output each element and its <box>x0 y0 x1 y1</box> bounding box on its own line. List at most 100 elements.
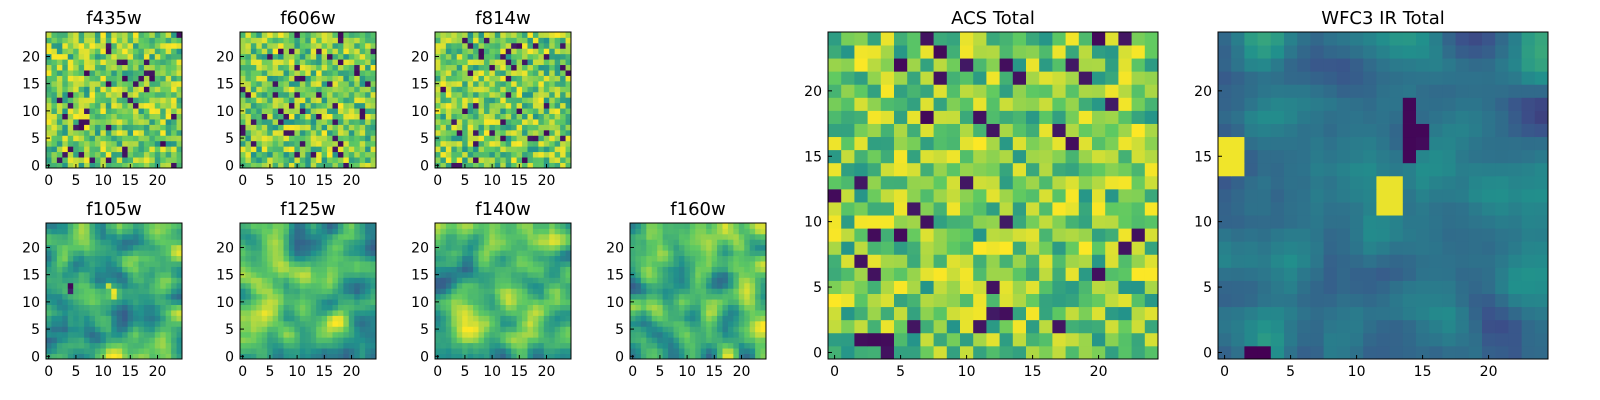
heatmap-cell <box>456 310 463 316</box>
heatmap-cell <box>651 277 658 284</box>
heatmap-cell <box>749 223 756 229</box>
heatmap-cell <box>84 97 90 104</box>
heatmap-cell <box>299 228 306 235</box>
y-tick-label: 15 <box>22 77 40 93</box>
heatmap-cell <box>305 146 312 153</box>
heatmap-cell <box>532 48 539 55</box>
heatmap-cell <box>467 102 474 109</box>
heatmap-cell <box>467 250 474 257</box>
heatmap-cell <box>684 233 691 240</box>
heatmap-cell <box>365 119 371 125</box>
heatmap-cell <box>370 348 377 354</box>
heatmap-cell <box>543 119 550 125</box>
heatmap-cell <box>267 223 274 229</box>
heatmap-cell <box>250 266 257 273</box>
heatmap-cell <box>283 124 290 131</box>
heatmap-cell <box>494 244 501 251</box>
heatmap-cell <box>646 326 653 333</box>
heatmap-cell <box>727 326 734 333</box>
heatmap-cell <box>554 331 561 338</box>
heatmap-cell <box>1039 293 1053 308</box>
heatmap-cell <box>451 277 458 284</box>
heatmap-cell <box>494 64 501 71</box>
heatmap-cell <box>305 271 312 278</box>
heatmap-cell <box>549 299 556 305</box>
heatmap-cell <box>245 53 252 60</box>
heatmap-cell <box>494 288 501 295</box>
heatmap-cell <box>332 32 339 38</box>
panel-title: f140w <box>475 199 530 220</box>
heatmap-cell <box>445 261 452 267</box>
heatmap-cell <box>657 250 664 257</box>
heatmap-cell <box>828 241 842 255</box>
heatmap-cell <box>348 113 355 120</box>
heatmap-cell <box>89 288 96 295</box>
heatmap-cell <box>684 348 691 354</box>
heatmap-cell <box>1078 293 1093 308</box>
heatmap-cell <box>841 293 855 308</box>
heatmap-cell <box>365 261 371 267</box>
heatmap-cell <box>1012 293 1027 308</box>
heatmap-cell <box>828 175 842 190</box>
heatmap-cell <box>1012 202 1027 216</box>
heatmap-cell <box>299 239 306 246</box>
heatmap-cell <box>337 228 344 235</box>
heatmap-cell <box>332 348 339 354</box>
heatmap-cell <box>171 102 177 109</box>
heatmap-cell <box>348 86 355 93</box>
heatmap-cell <box>316 348 322 354</box>
heatmap-cell <box>56 315 63 322</box>
heatmap-cell <box>133 299 139 305</box>
heatmap-cell <box>100 320 107 327</box>
heatmap-cell <box>451 140 458 147</box>
heatmap-cell <box>133 64 139 71</box>
heatmap-cell <box>89 135 96 142</box>
y-tick-label: 0 <box>225 349 234 365</box>
heatmap-cell <box>828 228 842 242</box>
heatmap-cell <box>435 113 441 120</box>
heatmap-cell <box>321 223 328 229</box>
heatmap-cell <box>880 280 895 294</box>
heatmap-cell <box>73 320 80 327</box>
heatmap-cell <box>267 146 274 153</box>
heatmap-cell <box>310 157 317 163</box>
heatmap-cell <box>532 342 539 349</box>
heatmap-cell <box>288 59 295 66</box>
heatmap-cell <box>78 299 85 305</box>
heatmap-cell <box>321 337 328 344</box>
heatmap-cell <box>554 32 561 38</box>
heatmap-cell <box>261 42 268 49</box>
heatmap-cell <box>749 271 756 278</box>
heatmap-cell <box>1105 162 1119 177</box>
heatmap-cell <box>294 293 301 300</box>
heatmap-cell <box>354 124 361 131</box>
heatmap-cell <box>250 42 257 49</box>
heatmap-cell <box>261 250 268 257</box>
heatmap-cell <box>549 320 556 327</box>
heatmap-cell <box>51 102 58 109</box>
heatmap-cell <box>1105 332 1119 347</box>
heatmap-cell <box>105 293 112 300</box>
heatmap-cell <box>744 244 751 251</box>
heatmap-cell <box>365 102 371 109</box>
heatmap-cell <box>532 80 539 87</box>
heatmap-cell <box>354 86 361 93</box>
heatmap-cell <box>154 119 161 125</box>
heatmap-cell <box>176 42 183 49</box>
heatmap-cell <box>549 113 556 120</box>
heatmap-cell <box>149 244 156 251</box>
heatmap-cell <box>310 233 317 240</box>
heatmap-cell <box>554 277 561 284</box>
heatmap-cell <box>700 342 707 349</box>
heatmap-cell <box>127 223 134 229</box>
heatmap-cell <box>165 59 172 66</box>
heatmap-cell <box>348 124 355 131</box>
heatmap-cell <box>116 157 123 163</box>
heatmap-cell <box>565 162 572 169</box>
heatmap-cell <box>160 331 167 338</box>
heatmap-cell <box>370 146 377 153</box>
heatmap-cell <box>635 293 642 300</box>
heatmap-cell <box>321 151 328 158</box>
x-tick-label: 0 <box>238 173 247 189</box>
heatmap-cell <box>171 331 177 338</box>
